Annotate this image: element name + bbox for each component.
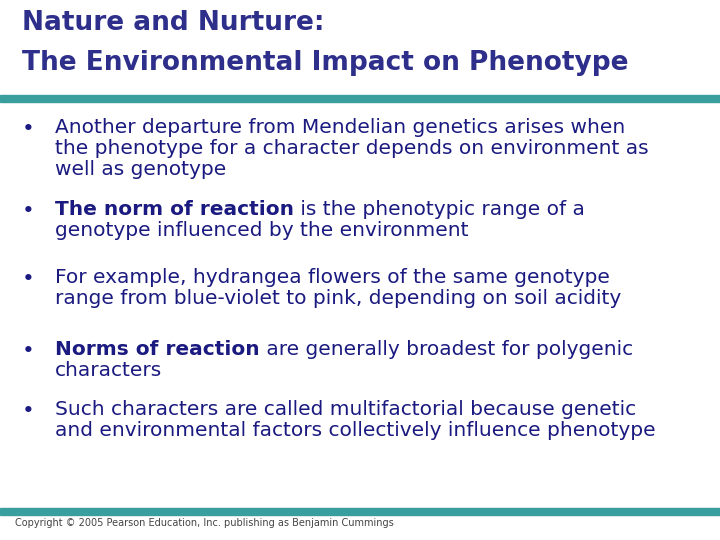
Text: Norms of reaction: Norms of reaction — [55, 340, 260, 359]
Text: well as genotype: well as genotype — [55, 160, 226, 179]
Text: The norm of reaction: The norm of reaction — [55, 200, 294, 219]
Bar — [0, 95, 720, 102]
Text: For example, hydrangea flowers of the same genotype: For example, hydrangea flowers of the sa… — [55, 268, 610, 287]
Text: Nature and Nurture:: Nature and Nurture: — [22, 10, 325, 36]
Text: The Environmental Impact on Phenotype: The Environmental Impact on Phenotype — [22, 50, 629, 76]
Text: •: • — [22, 341, 35, 361]
Text: and environmental factors collectively influence phenotype: and environmental factors collectively i… — [55, 421, 656, 440]
Text: •: • — [22, 119, 35, 139]
Text: •: • — [22, 269, 35, 289]
Text: is the phenotypic range of a: is the phenotypic range of a — [294, 200, 585, 219]
Text: Such characters are called multifactorial because genetic: Such characters are called multifactoria… — [55, 400, 636, 419]
Text: •: • — [22, 401, 35, 421]
Bar — [0, 0, 720, 95]
Text: •: • — [22, 201, 35, 221]
Text: are generally broadest for polygenic: are generally broadest for polygenic — [260, 340, 633, 359]
Text: characters: characters — [55, 361, 162, 380]
Text: Copyright © 2005 Pearson Education, Inc. publishing as Benjamin Cummings: Copyright © 2005 Pearson Education, Inc.… — [15, 518, 394, 528]
Bar — [0, 508, 720, 515]
Text: genotype influenced by the environment: genotype influenced by the environment — [55, 221, 469, 240]
Text: the phenotype for a character depends on environment as: the phenotype for a character depends on… — [55, 139, 649, 158]
Text: Another departure from Mendelian genetics arises when: Another departure from Mendelian genetic… — [55, 118, 625, 137]
Text: range from blue-violet to pink, depending on soil acidity: range from blue-violet to pink, dependin… — [55, 289, 621, 308]
